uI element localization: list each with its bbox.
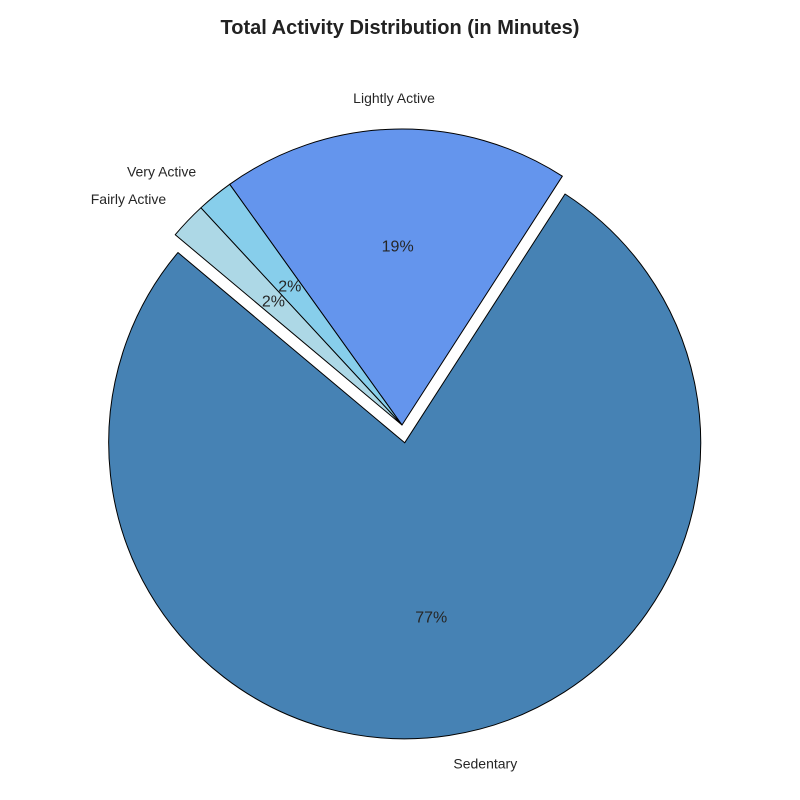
- chart-title: Total Activity Distribution (in Minutes): [221, 17, 580, 39]
- slice-label-sedentary: Sedentary: [453, 755, 517, 771]
- pie-slices: [108, 128, 702, 740]
- pie-slice-lightly-active: [229, 128, 563, 426]
- pct-label-fairly-active: 2%: [262, 294, 285, 311]
- slice-label-fairly-active: Fairly Active: [91, 191, 167, 207]
- pie-labels: Sedentary 77% Lightly Active 19% Very Active…: [91, 90, 517, 771]
- pct-label-very-active: 2%: [278, 279, 301, 296]
- pct-label-sedentary: 77%: [415, 610, 447, 627]
- pct-label-lightly-active: 19%: [382, 239, 414, 256]
- slice-label-lightly-active: Lightly Active: [353, 90, 435, 106]
- pie-slice-sedentary: [108, 193, 702, 740]
- pie-slice-fairly-active: [174, 207, 403, 426]
- slice-label-very-active: Very Active: [127, 163, 196, 179]
